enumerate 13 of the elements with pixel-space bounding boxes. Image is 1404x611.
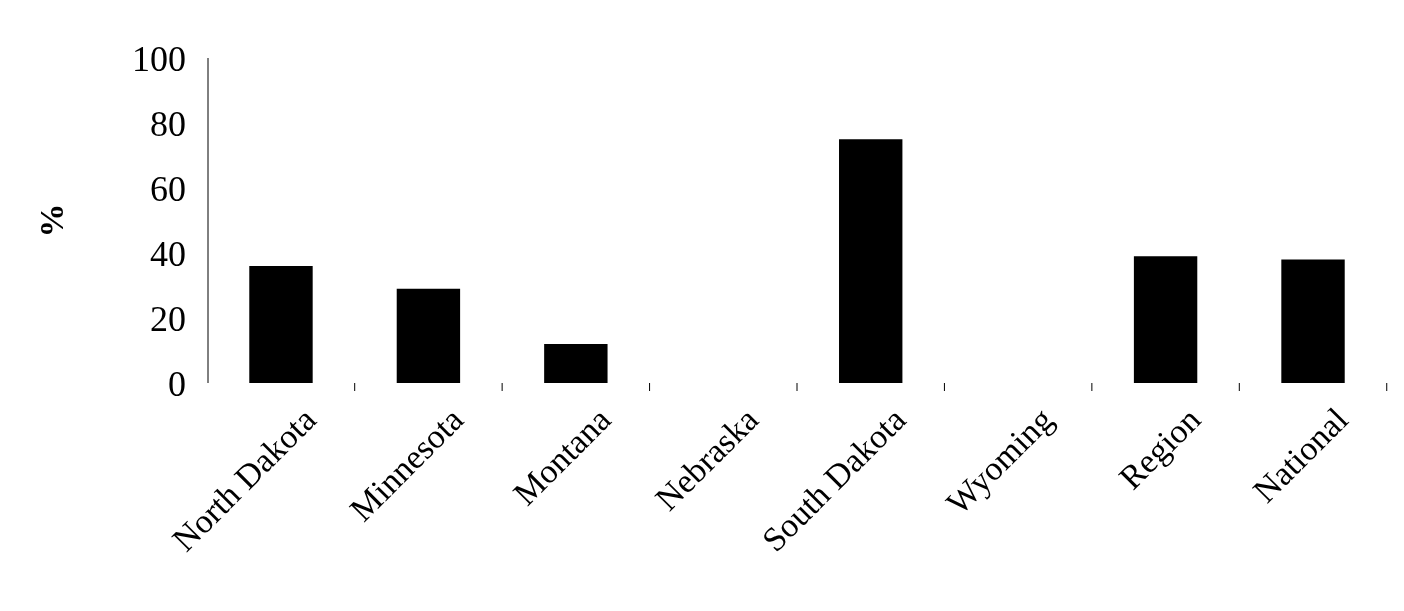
y-tick-label: 60: [150, 168, 186, 209]
y-tick-label: 40: [150, 233, 186, 274]
bar: [839, 139, 903, 383]
bar: [249, 266, 313, 383]
y-tick-label: 80: [150, 103, 186, 144]
y-tick-label: 100: [132, 38, 186, 79]
bar: [1133, 256, 1198, 383]
y-axis-title: %: [33, 203, 70, 238]
bar: [396, 288, 461, 383]
y-tick-label: 20: [150, 298, 186, 339]
bar: [544, 344, 608, 383]
y-tick-label: 0: [168, 363, 186, 404]
bar: [1281, 259, 1345, 383]
